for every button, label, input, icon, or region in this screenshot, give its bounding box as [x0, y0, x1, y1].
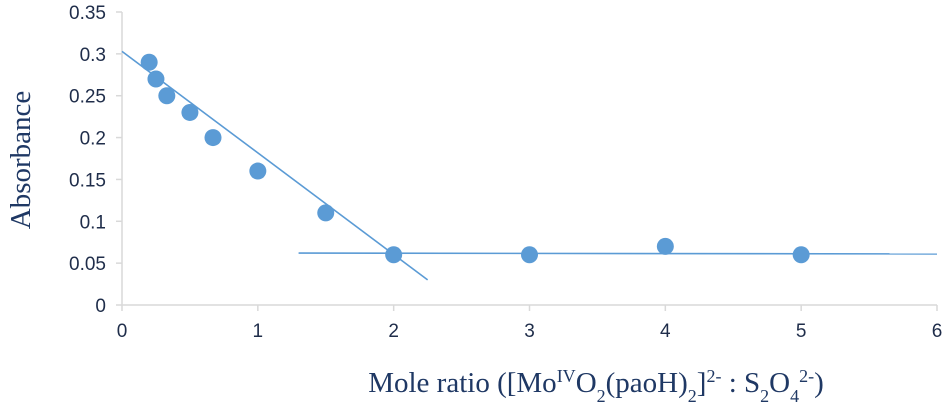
- x-tick-label: 2: [388, 321, 399, 342]
- data-point: [204, 129, 222, 147]
- tick-labels: 0 1 2 3 4 5 6 0 0.05 0.1 0.15 0.2 0.25 0.3 0.35: [69, 3, 942, 342]
- trend-line: [121, 50, 429, 281]
- data-point: [317, 204, 335, 222]
- data-point: [792, 246, 810, 264]
- data-point: [181, 103, 199, 121]
- trend-lines: [121, 50, 938, 281]
- data-point: [385, 246, 403, 264]
- x-tick-label: 4: [660, 321, 671, 342]
- data-point: [249, 162, 267, 180]
- data-points: [140, 53, 810, 264]
- x-tick-label: 0: [117, 321, 128, 342]
- x-tick-label: 1: [253, 321, 264, 342]
- data-point: [140, 53, 158, 71]
- y-tick-label: 0.15: [69, 170, 106, 191]
- x-axis-title: Mole ratio ([MoIVO2(paoH)2]2- : S2O42-): [368, 366, 824, 403]
- y-tick-label: 0.35: [69, 3, 106, 24]
- y-tick-label: 0.3: [80, 45, 106, 66]
- x-tick-label: 5: [796, 321, 807, 342]
- y-tick-label: 0.05: [69, 254, 106, 275]
- trend-line: [298, 252, 938, 255]
- y-tick-label: 0: [95, 296, 106, 317]
- data-point: [147, 70, 165, 88]
- x-tick-label: 3: [524, 321, 535, 342]
- data-point: [158, 87, 176, 105]
- y-axis-title: Absorbance: [5, 91, 37, 230]
- y-tick-label: 0.25: [69, 87, 106, 108]
- y-tick-label: 0.1: [80, 212, 106, 233]
- y-tick-label: 0.2: [80, 129, 106, 150]
- axes: [116, 11, 938, 311]
- data-point: [521, 246, 538, 264]
- x-tick-label: 6: [932, 321, 943, 342]
- data-point: [656, 237, 674, 255]
